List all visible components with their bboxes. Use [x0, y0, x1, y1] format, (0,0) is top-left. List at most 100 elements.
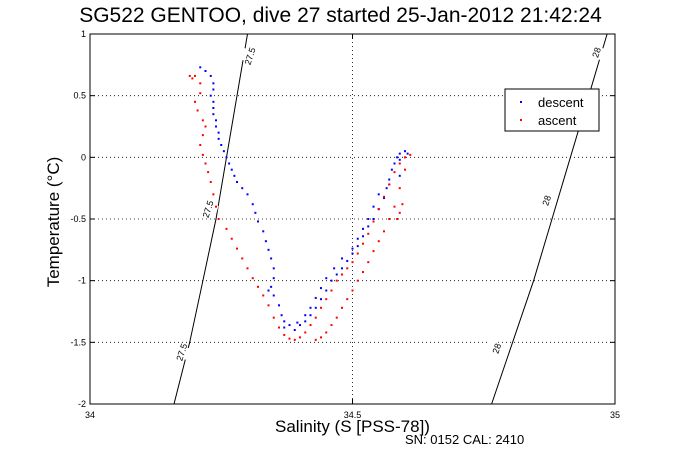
descent-point: [390, 168, 393, 171]
descent-point: [212, 100, 215, 103]
ascent-point: [372, 250, 375, 253]
descent-point: [341, 267, 343, 270]
ascent-point: [330, 289, 333, 292]
ascent-point: [320, 336, 322, 339]
ascent-point: [362, 271, 364, 274]
ascent-point: [383, 230, 385, 233]
isopycnal-line: [173, 34, 248, 404]
ascent-point: [341, 306, 343, 309]
descent-point: [388, 178, 391, 181]
x-tick-label: 34.5: [344, 410, 362, 420]
descent-point: [333, 267, 336, 270]
descent-point: [262, 230, 265, 233]
ascent-point: [251, 277, 254, 280]
descent-point: [385, 187, 388, 190]
descent-point: [212, 107, 215, 109]
descent-point: [199, 66, 202, 69]
ascent-point: [230, 237, 233, 240]
ascent-point: [401, 203, 404, 206]
series-ascent: [188, 74, 412, 341]
ascent-point: [393, 171, 396, 174]
ascent-point: [199, 82, 202, 85]
ascent-point: [393, 205, 396, 208]
descent-point: [228, 162, 231, 165]
ascent-point: [293, 338, 296, 341]
descent-point: [406, 152, 409, 155]
descent-point: [398, 158, 401, 161]
isopycnal-label-background: [197, 200, 219, 218]
ascent-point: [372, 220, 375, 223]
y-tick-label: -0.5: [70, 214, 86, 224]
serial-calibration-label: SN: 0152 CAL: 2410: [405, 432, 525, 447]
isopycnal-label-background: [171, 343, 193, 361]
legend-marker-descent: [520, 101, 522, 103]
ascent-point: [199, 144, 202, 146]
ascent-point: [396, 218, 399, 220]
descent-point: [304, 314, 307, 317]
ascent-point: [262, 294, 265, 297]
legend-label-ascent: ascent: [538, 113, 577, 128]
ascent-point: [201, 134, 204, 137]
descent-point: [396, 156, 399, 159]
ascent-point: [236, 247, 238, 250]
ascent-point: [217, 218, 220, 220]
ascent-point: [314, 316, 317, 319]
descent-point: [212, 88, 215, 91]
descent-point: [309, 314, 312, 317]
ascent-point: [225, 227, 228, 230]
ascent-point: [346, 298, 349, 301]
descent-point: [341, 257, 343, 260]
descent-point: [270, 257, 273, 260]
ascent-point: [201, 119, 204, 122]
descent-point: [377, 193, 380, 196]
descent-point: [272, 294, 275, 297]
descent-point: [267, 248, 270, 251]
ascent-point: [346, 267, 349, 270]
descent-point: [278, 304, 280, 307]
series-descent: [199, 66, 409, 331]
descent-point: [222, 150, 225, 153]
ascent-point: [272, 316, 275, 319]
x-axis-label: Salinity (S [PSS-78]): [275, 417, 430, 436]
descent-point: [398, 152, 401, 155]
ascent-point: [194, 100, 196, 103]
descent-point: [404, 150, 406, 153]
descent-point: [320, 298, 322, 301]
descent-point: [209, 74, 212, 77]
y-tick-label: 0: [81, 152, 86, 162]
descent-point: [209, 94, 212, 97]
ascent-point: [246, 267, 249, 270]
ascent-point: [196, 109, 199, 112]
descent-point: [351, 247, 354, 250]
ascent-point: [288, 337, 291, 340]
descent-point: [217, 131, 220, 134]
y-tick-label: -1: [78, 276, 86, 286]
isopycnal-label-background: [536, 192, 558, 209]
ascent-point: [367, 232, 370, 235]
ascent-point: [388, 218, 391, 220]
y-tick-label: -2: [78, 399, 86, 409]
descent-point: [272, 267, 275, 270]
descent-point: [272, 277, 275, 280]
descent-point: [220, 144, 223, 146]
ascent-point: [341, 273, 343, 276]
ascent-point: [204, 162, 207, 165]
descent-point: [346, 259, 349, 262]
descent-point: [257, 220, 259, 223]
ascent-point: [356, 252, 359, 255]
descent-point: [283, 326, 286, 329]
descent-point: [356, 237, 359, 240]
ascent-point: [215, 205, 217, 208]
ascent-point: [209, 181, 212, 183]
descent-point: [288, 324, 291, 327]
ascent-point: [320, 306, 322, 309]
descent-point: [212, 113, 215, 116]
isopycnal-label-background: [239, 47, 261, 65]
descent-point: [296, 321, 299, 324]
descent-point: [230, 168, 233, 171]
x-tick-label: 35: [610, 410, 620, 420]
descent-point: [383, 197, 385, 200]
ascent-point: [212, 193, 215, 196]
isopycnal-label: 28: [590, 46, 603, 59]
